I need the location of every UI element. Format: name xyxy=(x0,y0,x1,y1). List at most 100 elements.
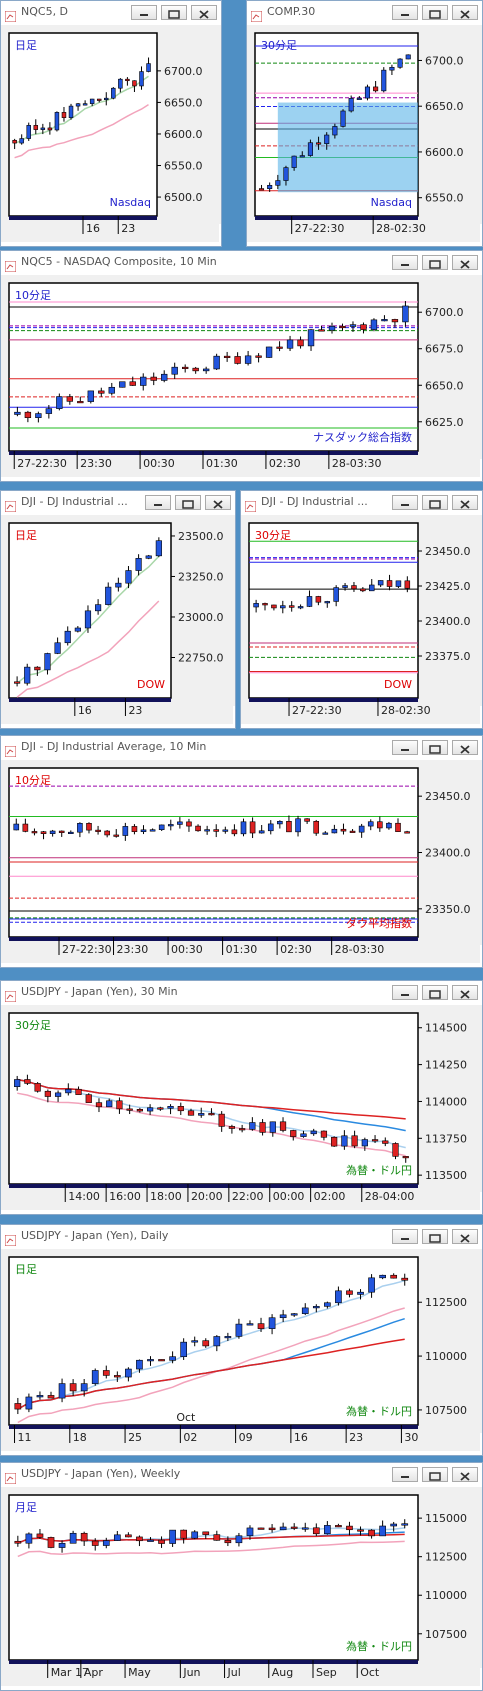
candle-body xyxy=(269,1121,276,1133)
window-title: DJI - DJ Industrial ... xyxy=(261,495,368,508)
candle-body xyxy=(234,356,241,364)
maximize-button[interactable] xyxy=(422,5,448,20)
timeframe-label: 30分足 xyxy=(261,39,297,52)
chart-window-nqc5-10min[interactable]: NQC5 - NASDAQ Composite, 10 MinCQG6625.0… xyxy=(0,250,483,482)
candle-body xyxy=(95,829,101,832)
chart-svg: 23350.0 23400.0 23450.0 27-22:30 23:30 00:30 0… xyxy=(1,760,480,963)
title-bar[interactable]: DJI - DJ Industrial ... xyxy=(1,491,235,515)
title-bar[interactable]: DJI - DJ Industrial ... xyxy=(241,491,482,515)
title-bar[interactable]: NQC5 - NASDAQ Composite, 10 Min xyxy=(1,251,482,275)
close-button[interactable] xyxy=(191,5,217,20)
close-button[interactable] xyxy=(452,255,478,270)
chart-window-dji-30min[interactable]: DJI - DJ Industrial ...CQG23375.023400.0… xyxy=(240,490,483,729)
maximize-button[interactable] xyxy=(422,255,448,270)
candle-body xyxy=(332,126,338,136)
candle-body xyxy=(68,831,74,834)
minimize-button[interactable] xyxy=(392,740,418,755)
candle-body xyxy=(34,666,41,671)
chart-window-usdjpy-daily[interactable]: USDJPY - Japan (Yen), DailyCQG1075001100… xyxy=(0,1224,483,1456)
close-button[interactable] xyxy=(452,1467,478,1482)
candle-body xyxy=(246,1527,254,1537)
candle-body xyxy=(47,1395,55,1399)
maximize-button[interactable] xyxy=(422,740,448,755)
minimize-button[interactable] xyxy=(392,5,418,20)
close-button[interactable] xyxy=(452,5,478,20)
maximize-button[interactable] xyxy=(422,495,448,510)
window-title: DJI - DJ Industrial ... xyxy=(21,495,128,508)
candle-body xyxy=(268,1317,276,1329)
minimize-button[interactable] xyxy=(392,495,418,510)
title-bar[interactable]: DJI - DJ Industrial Average, 10 Min xyxy=(1,736,482,760)
candle-body xyxy=(108,386,115,394)
candle-body xyxy=(341,1135,348,1147)
y-tick-label: 23250.0 xyxy=(178,570,224,583)
title-bar[interactable]: COMP.30 xyxy=(247,1,482,25)
x-tick-label: Jul xyxy=(227,1666,241,1679)
candle-body xyxy=(87,390,94,402)
maximize-button[interactable] xyxy=(422,1467,448,1482)
maximize-button[interactable] xyxy=(422,1229,448,1244)
window-controls xyxy=(141,495,231,514)
candle-body xyxy=(240,821,247,835)
candle-body xyxy=(91,1540,99,1546)
close-button[interactable] xyxy=(452,495,478,510)
candle-body xyxy=(125,1534,132,1538)
chart-window-nqc5-daily[interactable]: NQC5, DCQG6500.06550.06600.06650.06700.0… xyxy=(0,0,222,247)
x-tick-label: 01:30 xyxy=(206,457,238,470)
candle-body xyxy=(115,582,122,588)
close-button[interactable] xyxy=(452,740,478,755)
minimize-button[interactable] xyxy=(145,495,171,510)
candle-body xyxy=(364,86,371,99)
maximize-button[interactable] xyxy=(161,5,187,20)
minimize-button[interactable] xyxy=(392,255,418,270)
chart-window-dji-daily[interactable]: DJI - DJ Industrial ...CQG22750.023000.0… xyxy=(0,490,236,729)
chart-window-usdjpy-30min[interactable]: USDJPY - Japan (Yen), 30 MinCQG113500113… xyxy=(0,980,483,1215)
title-bar[interactable]: USDJPY - Japan (Yen), Daily xyxy=(1,1225,482,1249)
candle-body xyxy=(235,1323,243,1337)
candle-body xyxy=(360,588,366,592)
candle-body xyxy=(111,87,116,99)
title-bar[interactable]: USDJPY - Japan (Yen), 30 Min xyxy=(1,981,482,1005)
candle-body xyxy=(306,596,313,607)
watermark-label: Nasdaq xyxy=(371,196,412,209)
chart-svg: 6625.0 6650.0 6675.0 6700.0 27-22:30 23:30 00:… xyxy=(1,275,480,477)
maximize-button[interactable] xyxy=(175,495,201,510)
maximize-button[interactable] xyxy=(422,985,448,1000)
candle-body xyxy=(155,540,162,557)
candle-body xyxy=(283,167,289,181)
candle-body xyxy=(370,319,378,330)
chart-app-icon xyxy=(250,7,263,23)
x-tick-label: 23:30 xyxy=(117,943,149,956)
minimize-button[interactable] xyxy=(392,1229,418,1244)
y-tick-label: 110000 xyxy=(425,1350,467,1363)
close-button[interactable] xyxy=(452,1229,478,1244)
y-tick-label: 23450.0 xyxy=(425,790,471,803)
chart-window-dji-10min[interactable]: DJI - DJ Industrial Average, 10 MinCQG23… xyxy=(0,735,483,968)
candle-body xyxy=(246,1323,254,1326)
chart-svg: 113500 113750 114000 114250 114500 14:00 16:00… xyxy=(1,1005,480,1210)
x-tick-label: 27-22:30 xyxy=(17,457,67,470)
candle-body xyxy=(324,601,331,604)
moving-average-line xyxy=(17,1307,405,1424)
candle-body xyxy=(301,1307,309,1314)
candle-body xyxy=(348,98,354,112)
chart-window-usdjpy-weekly[interactable]: USDJPY - Japan (Yen), WeeklyCQG107500110… xyxy=(0,1462,483,1691)
chart-window-comp-30min[interactable]: COMP.30CQG6550.06600.06650.06700.027-22:… xyxy=(246,0,483,247)
minimize-button[interactable] xyxy=(392,1467,418,1482)
x-tick-label: May xyxy=(128,1666,151,1679)
title-bar[interactable]: USDJPY - Japan (Yen), Weekly xyxy=(1,1463,482,1487)
close-button[interactable] xyxy=(452,985,478,1000)
candle-body xyxy=(392,1143,399,1157)
candle-body xyxy=(307,329,315,347)
close-button[interactable] xyxy=(205,495,231,510)
window-controls xyxy=(388,255,478,274)
plot-area xyxy=(8,32,158,217)
window-title: USDJPY - Japan (Yen), Weekly xyxy=(21,1467,181,1480)
minimize-button[interactable] xyxy=(392,985,418,1000)
x-tick-label: Oct xyxy=(360,1666,380,1679)
minimize-button[interactable] xyxy=(131,5,157,20)
candle-body xyxy=(258,830,265,834)
candle-body xyxy=(315,596,322,603)
title-bar[interactable]: NQC5, D xyxy=(1,1,221,25)
y-tick-label: 107500 xyxy=(425,1404,467,1417)
